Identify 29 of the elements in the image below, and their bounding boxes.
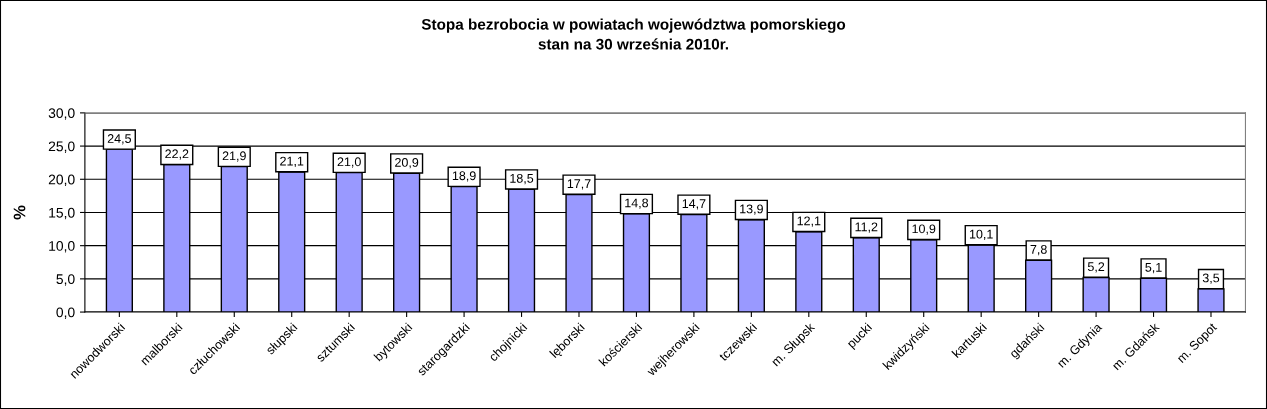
data-label: 22,2 (165, 149, 189, 160)
y-tick-label: 5,0 (56, 274, 75, 286)
data-label: 3,5 (1202, 273, 1220, 284)
data-label: 5,2 (1087, 262, 1105, 273)
data-label: 5,1 (1145, 263, 1162, 274)
data-label: 10,1 (969, 229, 993, 241)
data-label: 10,9 (912, 224, 936, 235)
data-label: 17,7 (567, 179, 591, 190)
data-label: 20,9 (395, 158, 419, 169)
data-label: 7,8 (1030, 244, 1047, 256)
y-tick-label: 30,0 (48, 108, 75, 120)
data-label: 12,1 (797, 216, 821, 227)
chart-title: Stopa bezrobocia w powiatach województwa pomorskiego stan na 30 września 2010r. (421, 18, 846, 50)
y-tick-label: 0,0 (56, 307, 75, 319)
data-label: 14,7 (682, 199, 706, 210)
y-tick-label: 10,0 (49, 241, 75, 253)
data-label: 11,2 (855, 222, 878, 233)
data-label: 14,8 (625, 198, 649, 209)
data-label: 21,0 (337, 157, 361, 168)
data-label: 21,1 (280, 156, 304, 167)
data-label: 13,9 (740, 204, 763, 215)
y-tick-label: 25,0 (48, 141, 75, 153)
y-tick-label: 15,0 (49, 207, 75, 220)
data-label: 24,5 (107, 134, 131, 145)
y-tick-label: 20,0 (48, 174, 75, 187)
y-axis-title: % (13, 205, 26, 220)
data-label: 18,9 (452, 171, 476, 182)
data-label: 18,5 (510, 173, 534, 185)
data-label: 21,9 (222, 151, 246, 162)
